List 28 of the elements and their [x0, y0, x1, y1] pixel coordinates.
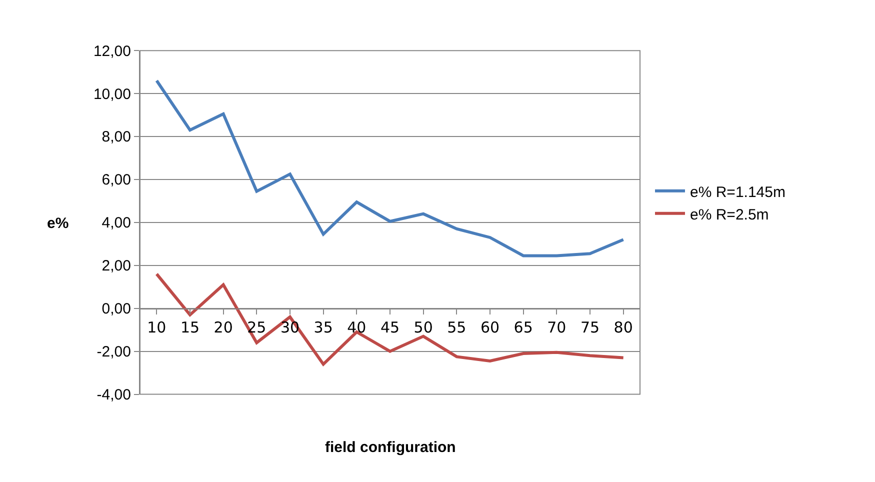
- y-tick-label: 2,00: [102, 258, 131, 275]
- x-tick-label: 10: [147, 318, 166, 336]
- x-tick-label: 55: [447, 318, 466, 336]
- y-tick-label: -4,00: [96, 386, 131, 404]
- x-tick-label: 80: [614, 318, 633, 336]
- y-axis-title: e%: [47, 215, 69, 232]
- y-tick-label: 8,00: [102, 128, 131, 146]
- y-tick-label: 10,00: [93, 86, 131, 103]
- x-tick-label: 60: [480, 318, 500, 336]
- y-tick-label: 0,00: [102, 300, 131, 318]
- y-tick-label: -2,00: [96, 344, 131, 361]
- x-tick-label: 70: [547, 318, 566, 336]
- y-tick-label: 6,00: [102, 172, 131, 189]
- x-tick-label: 15: [180, 318, 200, 336]
- line-series: [155, 79, 625, 258]
- legend-label: e% R=1.145m: [690, 184, 786, 201]
- legend-label: e% R=2.5m: [690, 206, 769, 224]
- x-tick-label: 45: [380, 318, 400, 336]
- y-tick-label: 4,00: [102, 214, 131, 232]
- x-tick-label: 65: [514, 318, 533, 336]
- x-tick-label: 75: [580, 318, 600, 336]
- x-tick-label: 20: [214, 318, 233, 336]
- y-tick-label: 12,00: [93, 42, 131, 60]
- x-tick-label: 50: [414, 318, 433, 336]
- x-axis-title: field configuration: [325, 439, 456, 456]
- x-tick-label: 40: [347, 318, 366, 336]
- x-tick-label: 35: [314, 318, 333, 336]
- x-tick-label: 25: [247, 318, 266, 336]
